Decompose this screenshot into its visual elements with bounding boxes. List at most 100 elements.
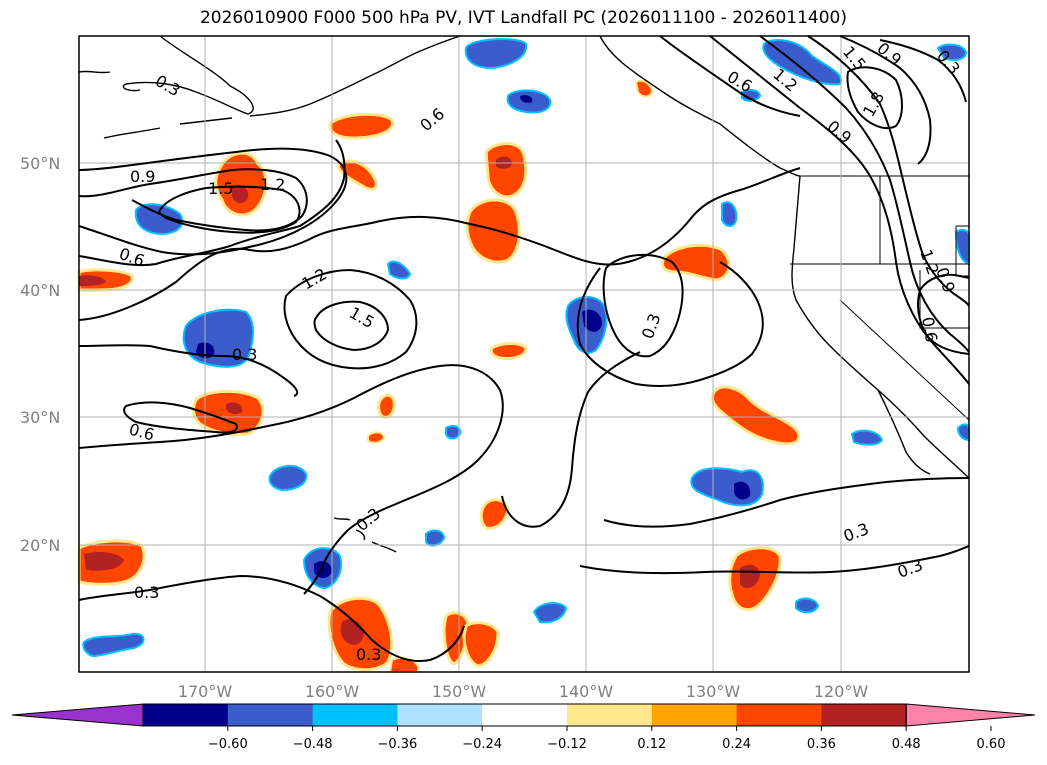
anomaly-blob [268, 465, 308, 492]
lon-label-140w: 140°W [559, 682, 614, 701]
contour-line [839, 35, 932, 165]
contour-label: 0.9 [130, 167, 155, 186]
contour-label: 0.3 [356, 645, 381, 664]
contour-line [603, 477, 970, 528]
contour-line [807, 35, 970, 307]
anomaly-blob [582, 309, 602, 332]
colorbar-extend-min [11, 703, 144, 727]
coastline-bc [599, 35, 801, 177]
contour-line [78, 168, 308, 232]
contour-line [602, 253, 684, 358]
contour-line [759, 35, 970, 353]
colorbar-tick-label: −0.48 [293, 737, 333, 752]
anomaly-blob [734, 481, 751, 500]
contour-line [917, 273, 970, 355]
contour-line [659, 35, 801, 117]
contour-line [283, 268, 418, 370]
anomaly-blob [762, 39, 843, 86]
anomaly-blob [425, 529, 446, 547]
map-title: 2026010900 F000 500 hPa PV, IVT Landfall… [199, 8, 847, 28]
colorbar-tick-label: −0.36 [377, 737, 417, 752]
anomaly-blob [850, 429, 884, 446]
anomaly-blob [489, 342, 528, 360]
colorbar-segment [143, 704, 229, 726]
coastline-pnw [791, 175, 970, 479]
longitude-labels: 170°W 160°W 150°W 140°W 130°W 120°W [178, 682, 869, 701]
colorbar-tick-label: −0.12 [547, 737, 587, 752]
colorbar-segments [11, 703, 1036, 727]
colorbar-tick-label: 0.36 [807, 737, 836, 752]
lat-label-40n: 40°N [20, 281, 60, 300]
anomaly-blob [741, 88, 762, 102]
contour-line [313, 300, 390, 352]
latitude-labels: 50°N 40°N 30°N 20°N [20, 154, 60, 555]
contour-line [846, 66, 903, 130]
anomaly-blob [134, 203, 184, 236]
lat-label-30n: 30°N [20, 408, 60, 427]
colorbar-frame [142, 703, 907, 727]
anomaly-blob [79, 275, 106, 286]
contour-label: 0.3 [134, 583, 159, 602]
colorbar-segment [821, 704, 907, 726]
anomaly-blob [462, 621, 500, 668]
colorbar-tick-label: 0.12 [637, 737, 666, 752]
colorbar-extend-max [905, 703, 1036, 727]
anomaly-blob [532, 602, 568, 624]
anomaly-blob [710, 385, 801, 446]
contour-line [123, 401, 238, 434]
contour-line [501, 351, 641, 528]
lon-label-170w: 170°W [178, 682, 233, 701]
colorbar-segment [227, 704, 314, 726]
colorbar-tick-label: 0.60 [977, 737, 1006, 752]
contour-line [78, 147, 348, 256]
anomaly-blob [634, 79, 654, 98]
contour-label: 1.2 [260, 175, 285, 194]
anomaly-blob [82, 632, 145, 658]
anomaly-blob [479, 498, 510, 530]
anomaly-blob [445, 425, 462, 440]
colorbar-ticks: −0.60 −0.48 −0.36 −0.24 −0.12 0.12 0.24 0.36 0.4… [208, 726, 1006, 752]
map-area: 0.3 0.6 0.9 1.5 1.2 0.6 1.2 1.5 0.3 0.6 … [77, 35, 970, 673]
contour-line [576, 261, 764, 388]
anomaly-blob [740, 564, 760, 589]
lat-label-50n: 50°N [20, 154, 60, 173]
colorbar-segment [397, 704, 483, 726]
contour-label: 1.5 [208, 179, 233, 198]
contour-line [879, 39, 967, 103]
gridlines [79, 36, 969, 672]
anomaly-blob [936, 43, 968, 61]
colorbar-tick-label: 0.24 [722, 737, 751, 752]
anomaly-blob [84, 552, 124, 571]
contour-label: 0.6 [918, 315, 941, 343]
contour-line [78, 364, 504, 595]
anomaly-blob [226, 402, 243, 415]
anomaly-blob [464, 38, 528, 70]
contour-line [158, 185, 301, 234]
colorbar-segment [312, 704, 398, 726]
anomaly-blob [336, 159, 378, 191]
contour-line [78, 344, 299, 397]
contour-line [78, 167, 801, 321]
contour-label: 0.3 [232, 345, 257, 364]
anomaly-blob [520, 95, 533, 103]
anomaly-blob [721, 201, 738, 227]
colorbar-segment [482, 704, 568, 726]
coastline-hawaii [333, 517, 397, 553]
colorbar-segment [736, 704, 822, 726]
colorbar: −0.60 −0.48 −0.36 −0.24 −0.12 0.12 0.24 0.36 0.4… [11, 703, 1036, 752]
anomaly-blob [484, 142, 528, 199]
anomaly-blob [367, 431, 386, 444]
colorbar-tick-label: −0.24 [462, 737, 502, 752]
anomaly-blob [795, 597, 820, 614]
coastline-baja [877, 389, 931, 475]
pv-contours [78, 35, 970, 662]
coastline-alaska [78, 35, 254, 115]
lon-label-120w: 120°W [814, 682, 869, 701]
anomaly-blob [386, 260, 412, 280]
lon-label-160w: 160°W [305, 682, 360, 701]
lon-label-130w: 130°W [686, 682, 741, 701]
anomaly-blob [377, 393, 396, 419]
lat-label-20n: 20°N [20, 536, 60, 555]
map-frame [78, 35, 970, 673]
